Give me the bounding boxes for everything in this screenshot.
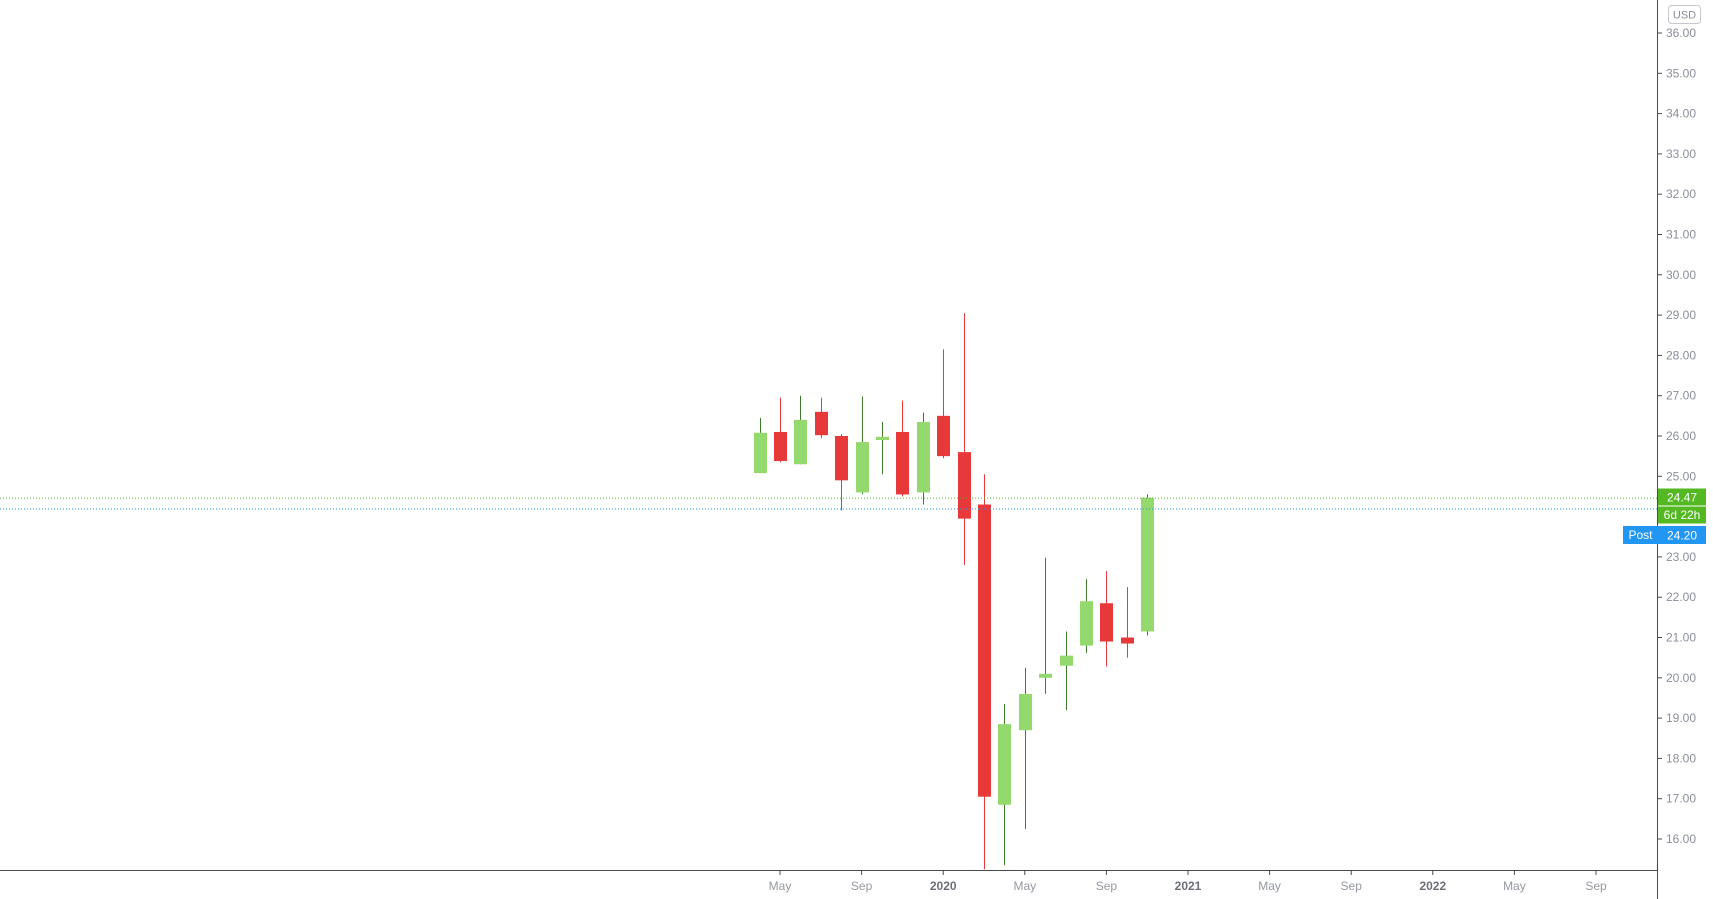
y-tick-label: 33.00 — [1666, 147, 1696, 161]
candle[interactable] — [754, 417, 767, 474]
y-tick-label: 25.00 — [1666, 469, 1696, 483]
candle[interactable] — [876, 421, 889, 475]
y-tick-label: 32.00 — [1666, 187, 1696, 201]
candle-body — [794, 419, 807, 465]
last-price-badge — [1658, 488, 1706, 506]
candle[interactable] — [1121, 587, 1134, 658]
candle[interactable] — [1100, 571, 1113, 667]
x-tick-label: May — [1258, 879, 1281, 893]
candle[interactable] — [1080, 579, 1093, 653]
y-tick-label: 28.00 — [1666, 348, 1696, 362]
candle-body — [1019, 693, 1032, 731]
candle-body — [1100, 603, 1113, 642]
y-axis[interactable]: 16.00 17.00 18.00 19.00 20.00 21.00 22.00 23.00… — [1657, 26, 1696, 846]
candle[interactable] — [917, 412, 930, 505]
y-tick-label: 29.00 — [1666, 308, 1696, 322]
currency-label[interactable]: USD — [1668, 5, 1701, 24]
post-label-badge-text: Post — [1628, 528, 1653, 542]
currency-label-text: USD — [1673, 10, 1696, 22]
x-tick-label: 2021 — [1175, 879, 1202, 893]
candle[interactable] — [958, 313, 971, 565]
x-tick-label: May — [769, 879, 792, 893]
y-tick-label: 23.00 — [1666, 550, 1696, 564]
candle-body — [835, 436, 848, 481]
x-tick-label: 2020 — [930, 879, 957, 893]
candle-body — [978, 504, 991, 797]
candle-body — [1080, 601, 1093, 646]
y-tick-label: 26.00 — [1666, 429, 1696, 443]
candle-body — [1060, 655, 1073, 666]
y-tick-label: 19.00 — [1666, 711, 1696, 725]
candle[interactable] — [978, 474, 991, 870]
candle-body — [774, 431, 787, 461]
x-tick-label: Sep — [1096, 879, 1118, 893]
countdown-badge-text: 6d 22h — [1664, 508, 1701, 522]
y-tick-label: 18.00 — [1666, 751, 1696, 765]
x-tick-label: 2022 — [1419, 879, 1446, 893]
x-tick-label: Sep — [1341, 879, 1363, 893]
candle-body — [815, 411, 828, 436]
post-price-badge — [1658, 526, 1706, 544]
post-label-badge — [1623, 526, 1658, 544]
candle[interactable] — [815, 397, 828, 439]
candle[interactable] — [1141, 494, 1154, 636]
candle-body — [937, 415, 950, 457]
candle-body — [754, 432, 767, 474]
y-tick-label: 16.00 — [1666, 832, 1696, 846]
candle-body — [1039, 673, 1052, 678]
candle[interactable] — [1019, 667, 1032, 829]
y-tick-label: 27.00 — [1666, 389, 1696, 403]
post-price-badge-text: 24.20 — [1667, 529, 1697, 543]
candle[interactable] — [1060, 631, 1073, 711]
candle-body — [917, 421, 930, 493]
x-tick-label: May — [1013, 879, 1036, 893]
candle-body — [958, 452, 971, 519]
y-tick-label: 30.00 — [1666, 268, 1696, 282]
candle[interactable] — [856, 396, 869, 495]
x-tick-label: Sep — [1585, 879, 1607, 893]
y-tick-label: 22.00 — [1666, 590, 1696, 604]
countdown-badge — [1658, 506, 1706, 524]
candle[interactable] — [774, 397, 787, 463]
last-price-badge-text: 24.47 — [1667, 491, 1697, 505]
y-tick-label: 36.00 — [1666, 26, 1696, 40]
candle-body — [998, 724, 1011, 805]
candle[interactable] — [1039, 557, 1052, 694]
candle[interactable] — [794, 395, 807, 465]
y-tick-label: 17.00 — [1666, 792, 1696, 806]
candle[interactable] — [835, 433, 848, 511]
y-tick-label: 20.00 — [1666, 671, 1696, 685]
candle-body — [1141, 497, 1154, 632]
candle-body — [896, 431, 909, 495]
candle-body — [876, 436, 889, 441]
y-tick-label: 35.00 — [1666, 66, 1696, 80]
candle-body — [856, 442, 869, 493]
candles-layer — [754, 313, 1154, 870]
price-lines — [0, 497, 1657, 510]
x-axis[interactable]: May Sep 2020 May Sep 2021 May Sep 2022 May Sep — [769, 870, 1607, 893]
y-tick-label: 21.00 — [1666, 631, 1696, 645]
price-badges: 24.47 6d 22h Post 24.20 — [1623, 488, 1706, 544]
candle[interactable] — [896, 400, 909, 497]
x-tick-label: May — [1503, 879, 1526, 893]
y-tick-label: 34.00 — [1666, 107, 1696, 121]
y-tick-label: 31.00 — [1666, 228, 1696, 242]
candle[interactable] — [937, 349, 950, 459]
candle[interactable] — [998, 703, 1011, 866]
x-tick-label: Sep — [851, 879, 873, 893]
candle-body — [1121, 637, 1134, 644]
